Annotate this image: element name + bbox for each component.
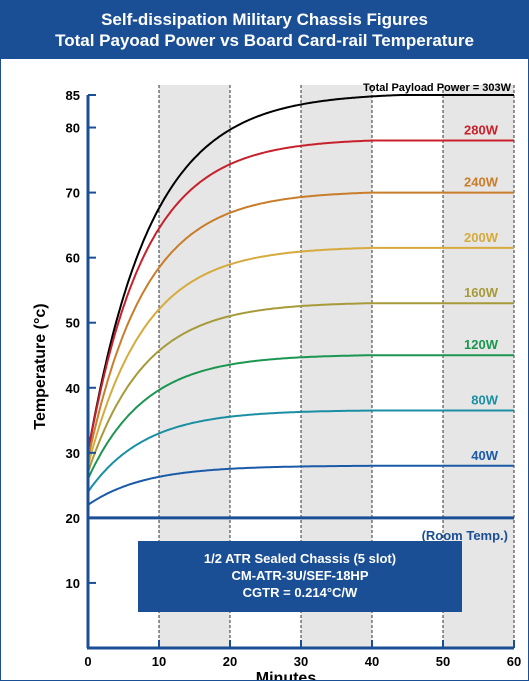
series-line-7 [87,464,514,506]
title-bar: Self-dissipation Military Chassis Figure… [1,1,528,59]
y-tick-label-30: 30 [66,446,80,461]
series-label-6: 80W [471,393,498,408]
room-temp-line: (Room Temp.) [88,516,514,543]
info-box-line-2: CGTR = 0.214°C/W [243,585,358,600]
series-label-0: Total Payload Power = 303W [363,82,512,94]
series-label-7: 40W [471,448,498,463]
info-box: 1/2 ATR Sealed Chassis (5 slot) CM-ATR-3U… [138,541,462,612]
y-tick-label-70: 70 [66,186,80,201]
y-tick-label-80: 80 [66,121,80,136]
x-axis-label: Minutes [256,670,317,680]
series-line-1 [87,139,514,453]
x-tick-label-40: 40 [365,654,379,669]
x-tick-label-20: 20 [223,654,237,669]
y-tick-label-60: 60 [66,251,80,266]
series-line-0 [87,94,514,453]
chart-title-line2: Total Payoad Power vs Board Card-rail Te… [55,31,474,50]
x-tick-label-50: 50 [436,654,450,669]
x-tick-label-30: 30 [294,654,308,669]
x-tick-label-0: 0 [84,654,91,669]
y-tick-label-50: 50 [66,316,80,331]
series-line-5 [87,354,514,480]
y-tick-label-20: 20 [66,511,80,526]
info-box-line-1: CM-ATR-3U/SEF-18HP [232,568,369,583]
series-line-3 [87,246,514,467]
series-line-2 [87,191,514,460]
y-tick-label-10: 10 [66,576,80,591]
series-label-4: 160W [464,285,499,300]
series-line-4 [87,302,514,473]
series-line-6 [87,409,514,493]
y-axis-label: Temperature (°c) [32,303,49,429]
series-labels: Total Payload Power = 303W 280W 240W 200W 16… [363,82,512,463]
info-box-background [138,541,462,612]
y-tick-label-40: 40 [66,381,80,396]
series-label-1: 280W [464,123,499,138]
chart-title-line1: Self-dissipation Military Chassis Figure… [101,10,428,29]
temperature-chart: 1/2 ATR Sealed Chassis (5 slot) CM-ATR-3U… [32,82,522,680]
series-label-2: 240W [464,175,499,190]
tick-labels: 10 20 30 40 50 60 70 80 85 0 10 20 30 40 50 60 [66,88,522,669]
shaded-bands [159,85,514,648]
series-label-5: 120W [464,337,499,352]
x-tick-label-60: 60 [507,654,521,669]
series-curves [87,94,514,506]
info-box-line-0: 1/2 ATR Sealed Chassis (5 slot) [204,551,396,566]
room-temp-label: (Room Temp.) [422,528,508,543]
gridlines [158,85,515,648]
y-tick-label-85: 85 [66,88,80,103]
x-tick-label-10: 10 [152,654,166,669]
series-label-3: 200W [464,230,499,245]
